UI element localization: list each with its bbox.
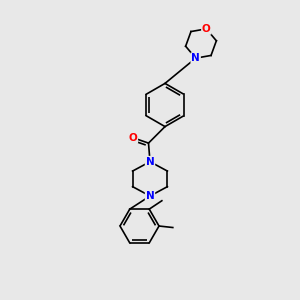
Text: N: N [191,53,200,63]
Text: O: O [202,24,211,34]
Text: O: O [128,133,137,143]
Text: N: N [146,157,154,167]
Text: N: N [146,191,154,201]
